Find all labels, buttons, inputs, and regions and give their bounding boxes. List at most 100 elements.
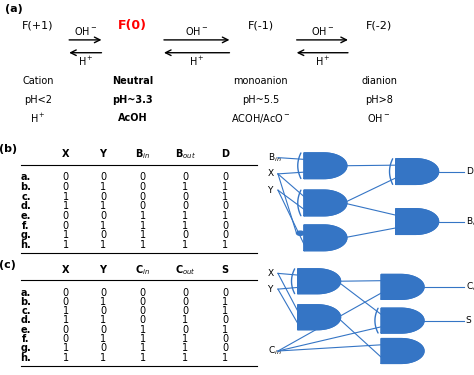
Text: D: D: [221, 149, 229, 159]
Text: 1: 1: [63, 315, 69, 326]
Polygon shape: [298, 269, 340, 294]
Text: 1: 1: [63, 306, 69, 316]
Text: 1: 1: [100, 220, 106, 231]
Text: X: X: [267, 269, 273, 278]
Text: 0: 0: [182, 288, 188, 297]
Polygon shape: [396, 159, 438, 184]
Text: 1: 1: [63, 192, 69, 202]
Text: 1: 1: [182, 344, 188, 353]
Text: 0: 0: [63, 325, 69, 335]
Text: 1: 1: [182, 334, 188, 344]
Text: 0: 0: [140, 172, 146, 182]
Text: S: S: [465, 316, 472, 325]
Text: 1: 1: [222, 297, 228, 307]
Text: OH$^-$: OH$^-$: [73, 26, 97, 38]
Text: 1: 1: [100, 353, 106, 363]
Text: a.: a.: [21, 288, 31, 297]
Text: 0: 0: [63, 211, 69, 221]
Text: 0: 0: [100, 192, 106, 202]
Text: OH$^-$: OH$^-$: [185, 26, 209, 38]
Text: 0: 0: [182, 297, 188, 307]
Text: F(-1): F(-1): [247, 21, 274, 31]
Text: F(0): F(0): [118, 19, 147, 32]
Text: e.: e.: [21, 325, 31, 335]
Text: e.: e.: [21, 211, 31, 221]
Text: 0: 0: [100, 325, 106, 335]
Text: C$_{in}$: C$_{in}$: [267, 345, 281, 357]
Text: g.: g.: [20, 230, 31, 240]
Text: 1: 1: [63, 353, 69, 363]
Text: S: S: [221, 265, 228, 275]
Text: 1: 1: [140, 211, 146, 221]
Text: 1: 1: [100, 334, 106, 344]
Text: 1: 1: [140, 230, 146, 240]
Text: 1: 1: [140, 334, 146, 344]
Text: 1: 1: [182, 182, 188, 192]
Text: pH~5.5: pH~5.5: [242, 95, 279, 105]
Text: AcOH: AcOH: [118, 113, 147, 123]
Text: 0: 0: [100, 211, 106, 221]
Text: 1: 1: [140, 240, 146, 250]
Text: 0: 0: [100, 344, 106, 353]
Text: H$^+$: H$^+$: [30, 112, 46, 125]
Text: 1: 1: [182, 211, 188, 221]
Text: 0: 0: [222, 230, 228, 240]
Text: 0: 0: [140, 306, 146, 316]
Text: 0: 0: [63, 297, 69, 307]
Text: B$_{out}$: B$_{out}$: [465, 215, 474, 228]
Text: Y: Y: [100, 149, 107, 159]
Text: g.: g.: [20, 344, 31, 353]
Text: 1: 1: [222, 240, 228, 250]
Text: 1: 1: [140, 353, 146, 363]
Text: 0: 0: [100, 306, 106, 316]
Text: d.: d.: [20, 315, 31, 326]
Text: 0: 0: [182, 172, 188, 182]
Text: F(+1): F(+1): [22, 21, 54, 31]
Text: 0: 0: [222, 315, 228, 326]
Text: 1: 1: [140, 220, 146, 231]
Text: 0: 0: [100, 172, 106, 182]
Text: d.: d.: [20, 201, 31, 211]
Text: 0: 0: [140, 192, 146, 202]
Text: h.: h.: [20, 353, 31, 363]
Text: 0: 0: [63, 288, 69, 297]
Text: 1: 1: [182, 240, 188, 250]
Text: (b): (b): [0, 144, 18, 154]
Text: b.: b.: [20, 182, 31, 192]
Text: OH$^-$: OH$^-$: [310, 26, 334, 38]
Text: pH<2: pH<2: [24, 95, 52, 105]
Text: 0: 0: [63, 182, 69, 192]
Text: 1: 1: [140, 325, 146, 335]
Text: 0: 0: [222, 288, 228, 297]
Polygon shape: [304, 225, 347, 251]
Text: 1: 1: [222, 211, 228, 221]
Text: 1: 1: [100, 297, 106, 307]
Text: B$_{out}$: B$_{out}$: [175, 147, 196, 161]
Text: X: X: [267, 170, 273, 178]
Text: b.: b.: [20, 297, 31, 307]
Text: pH~3.3: pH~3.3: [112, 95, 153, 105]
Text: 0: 0: [222, 201, 228, 211]
Text: 0: 0: [63, 334, 69, 344]
Text: 0: 0: [222, 344, 228, 353]
Text: F(-2): F(-2): [366, 21, 392, 31]
Text: 0: 0: [63, 220, 69, 231]
Text: 0: 0: [140, 315, 146, 326]
Text: 0: 0: [100, 288, 106, 297]
Text: c.: c.: [21, 306, 31, 316]
Text: 1: 1: [63, 230, 69, 240]
Text: 1: 1: [222, 192, 228, 202]
Text: 1: 1: [100, 240, 106, 250]
Text: monoanion: monoanion: [233, 76, 288, 86]
Text: Y: Y: [267, 285, 273, 294]
Text: a.: a.: [21, 172, 31, 182]
Text: 1: 1: [182, 220, 188, 231]
Text: 0: 0: [182, 230, 188, 240]
Text: 1: 1: [100, 182, 106, 192]
Text: 1: 1: [182, 353, 188, 363]
Text: 1: 1: [63, 201, 69, 211]
Text: c.: c.: [21, 192, 31, 202]
Text: Neutral: Neutral: [112, 76, 154, 86]
Text: 1: 1: [182, 315, 188, 326]
Text: h.: h.: [20, 240, 31, 250]
